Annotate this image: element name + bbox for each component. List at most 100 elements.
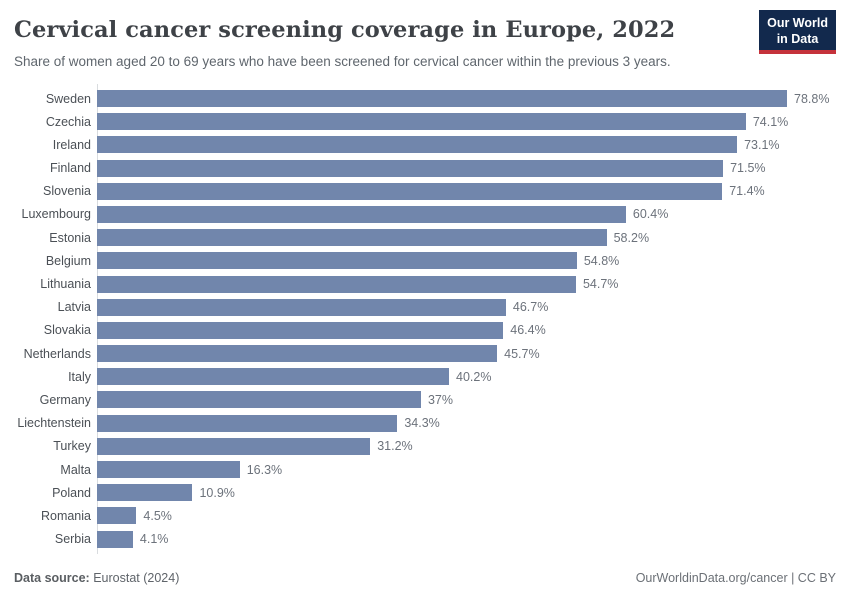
value-label: 74.1%: [752, 114, 789, 129]
value-label: 71.4%: [729, 184, 765, 199]
value-label: 40.2%: [456, 369, 492, 384]
value-label: 10.9%: [199, 485, 235, 500]
data-source: Data source: Eurostat (2024): [14, 571, 179, 585]
bar-row: Finland 71.5%: [14, 156, 836, 179]
bar-track: 37%: [97, 391, 787, 409]
bar-track: 46.7%: [97, 298, 787, 316]
chart-subtitle: Share of women aged 20 to 69 years who h…: [14, 54, 671, 70]
bar-row: Poland 10.9%: [14, 481, 836, 504]
bar-row: Latvia 46.7%: [14, 296, 836, 319]
country-label-slovakia: Slovakia: [43, 323, 91, 338]
bar-rows: Sweden 78.8% Czechia 74.1% Ireland 73.1% Finla…: [14, 87, 836, 551]
bar-latvia[interactable]: [97, 298, 506, 316]
attribution[interactable]: OurWorldinData.org/cancer | CC BY: [635, 571, 836, 585]
country-label-ireland: Ireland: [52, 137, 91, 152]
country-label-liechtenstein: Liechtenstein: [17, 416, 91, 431]
bar-finland[interactable]: [97, 159, 724, 177]
bar-row: Romania 4.5%: [14, 504, 836, 527]
country-label-slovenia: Slovenia: [43, 184, 91, 199]
country-label-netherlands: Netherlands: [23, 346, 91, 361]
bar-slovakia[interactable]: [97, 321, 504, 339]
bar-estonia[interactable]: [97, 229, 607, 247]
bar-track: 78.8%: [97, 90, 829, 108]
page-title: Cervical cancer screening coverage in Eu…: [14, 17, 676, 43]
bar-serbia[interactable]: [97, 530, 133, 548]
value-label: 45.7%: [504, 346, 540, 361]
bar-czechia[interactable]: [97, 113, 746, 131]
value-label: 4.1%: [139, 532, 169, 547]
value-label: 31.2%: [377, 439, 413, 454]
value-label: 46.7%: [512, 300, 549, 315]
bar-row: Lithuania 54.7%: [14, 272, 836, 295]
bar-italy[interactable]: [97, 368, 449, 386]
value-label: 58.2%: [613, 230, 650, 245]
bar-ireland[interactable]: [97, 136, 738, 154]
value-label: 34.3%: [404, 416, 440, 431]
country-label-lithuania: Lithuania: [40, 277, 91, 292]
country-label-czechia: Czechia: [45, 114, 91, 129]
value-label: 54.8%: [583, 253, 620, 268]
value-label: 4.5%: [143, 508, 172, 523]
bar-poland[interactable]: [97, 484, 193, 502]
bar-track: 54.8%: [97, 252, 787, 270]
bar-row: Liechtenstein 34.3%: [14, 412, 836, 435]
bar-row: Serbia 4.1%: [14, 527, 836, 550]
bar-turkey[interactable]: [97, 437, 371, 455]
bar-chart: Sweden 78.8% Czechia 74.1% Ireland 73.1% Finla…: [14, 83, 836, 554]
bar-row: Germany 37%: [14, 388, 836, 411]
value-label: 78.8%: [794, 91, 830, 106]
bar-lithuania[interactable]: [97, 275, 576, 293]
country-label-serbia: Serbia: [54, 532, 91, 547]
bar-row: Luxembourg 60.4%: [14, 203, 836, 226]
value-label: 16.3%: [246, 462, 283, 477]
bar-malta[interactable]: [97, 461, 240, 479]
y-axis-line: [97, 83, 98, 554]
bar-row: Sweden 78.8%: [14, 87, 836, 110]
bar-liechtenstein[interactable]: [97, 414, 398, 432]
country-label-romania: Romania: [40, 508, 91, 523]
country-label-sweden: Sweden: [45, 91, 91, 106]
bar-belgium[interactable]: [97, 252, 577, 270]
bar-germany[interactable]: [97, 391, 421, 409]
bar-row: Slovenia 71.4%: [14, 180, 836, 203]
bar-track: 71.4%: [97, 182, 787, 200]
country-label-malta: Malta: [60, 462, 91, 477]
country-label-germany: Germany: [39, 392, 91, 407]
bar-row: Netherlands 45.7%: [14, 342, 836, 365]
country-label-italy: Italy: [68, 369, 91, 384]
value-label: 60.4%: [632, 207, 669, 222]
country-label-belgium: Belgium: [45, 253, 91, 268]
bar-row: Czechia 74.1%: [14, 110, 836, 133]
bar-track: 4.5%: [97, 507, 787, 525]
value-label: 71.5%: [730, 161, 766, 176]
owid-logo-line1: Our World: [767, 16, 828, 30]
bar-row: Malta 16.3%: [14, 458, 836, 481]
bar-netherlands[interactable]: [97, 345, 498, 363]
bar-luxembourg[interactable]: [97, 205, 626, 223]
bar-track: 40.2%: [97, 368, 787, 386]
chart-footer: Data source: Eurostat (2024) OurWorldinD…: [14, 571, 836, 585]
bar-romania[interactable]: [97, 507, 137, 525]
country-label-luxembourg: Luxembourg: [21, 207, 92, 222]
data-source-value: Eurostat (2024): [93, 571, 180, 585]
bar-row: Belgium 54.8%: [14, 249, 836, 272]
owid-logo-line2: in Data: [776, 32, 819, 46]
bar-row: Turkey 31.2%: [14, 435, 836, 458]
bar-track: 31.2%: [97, 437, 787, 455]
bar-track: 46.4%: [97, 321, 787, 339]
bar-track: 74.1%: [97, 113, 789, 131]
bar-track: 4.1%: [97, 530, 787, 548]
bar-track: 58.2%: [97, 229, 787, 247]
bar-track: 16.3%: [97, 461, 787, 479]
value-label: 73.1%: [744, 137, 780, 152]
bar-row: Italy 40.2%: [14, 365, 836, 388]
bar-track: 54.7%: [97, 275, 787, 293]
value-label: 46.4%: [510, 323, 546, 338]
bar-slovenia[interactable]: [97, 182, 723, 200]
bar-track: 60.4%: [97, 205, 787, 223]
bar-sweden[interactable]: [97, 90, 787, 108]
bar-row: Ireland 73.1%: [14, 133, 836, 156]
bar-track: 34.3%: [97, 414, 787, 432]
country-label-poland: Poland: [52, 485, 91, 500]
country-label-estonia: Estonia: [49, 230, 91, 245]
